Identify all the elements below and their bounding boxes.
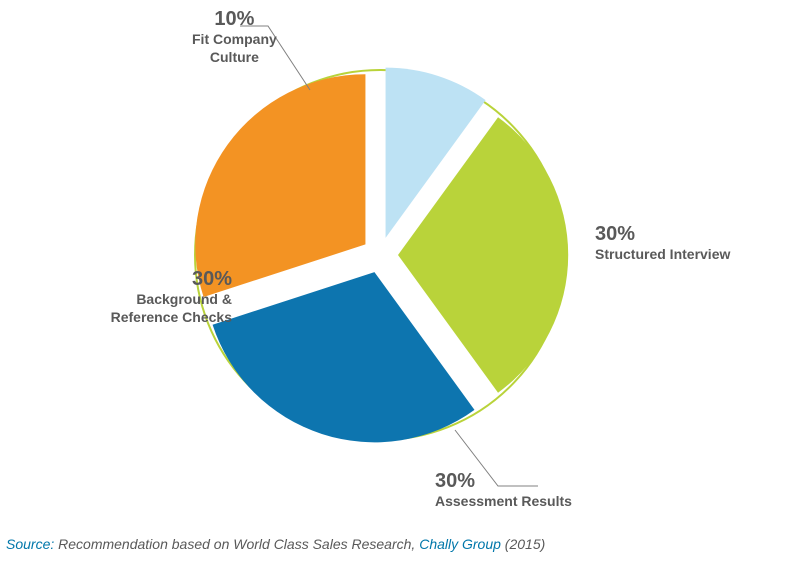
slice-label-fit-culture: 10% Fit Company Culture [192, 8, 277, 66]
percent-assessment: 30% [435, 470, 572, 493]
percent-background: 30% [72, 268, 232, 291]
pie-chart-container: 10% Fit Company Culture 30% Structured I… [0, 0, 800, 560]
text-background-1: Background & [72, 291, 232, 309]
slice-label-structured: 30% Structured Interview [595, 223, 730, 264]
slice-label-assessment: 30% Assessment Results [435, 470, 572, 511]
footer-text-after: (2015) [501, 536, 545, 552]
percent-structured: 30% [595, 223, 730, 246]
source-footer: Source: Recommendation based on World Cl… [0, 536, 800, 552]
text-assessment-1: Assessment Results [435, 493, 572, 511]
pie-slice-background [195, 74, 365, 297]
footer-text-before: Recommendation based on World Class Sale… [54, 536, 419, 552]
footer-link: Chally Group [419, 536, 501, 552]
text-background-2: Reference Checks [72, 309, 232, 327]
text-fit-culture-2: Culture [192, 49, 277, 67]
source-label: Source: [6, 536, 54, 552]
text-fit-culture-1: Fit Company [192, 31, 277, 49]
slice-label-background: 30% Background & Reference Checks [72, 268, 232, 326]
text-structured-1: Structured Interview [595, 246, 730, 264]
percent-fit-culture: 10% [192, 8, 277, 31]
